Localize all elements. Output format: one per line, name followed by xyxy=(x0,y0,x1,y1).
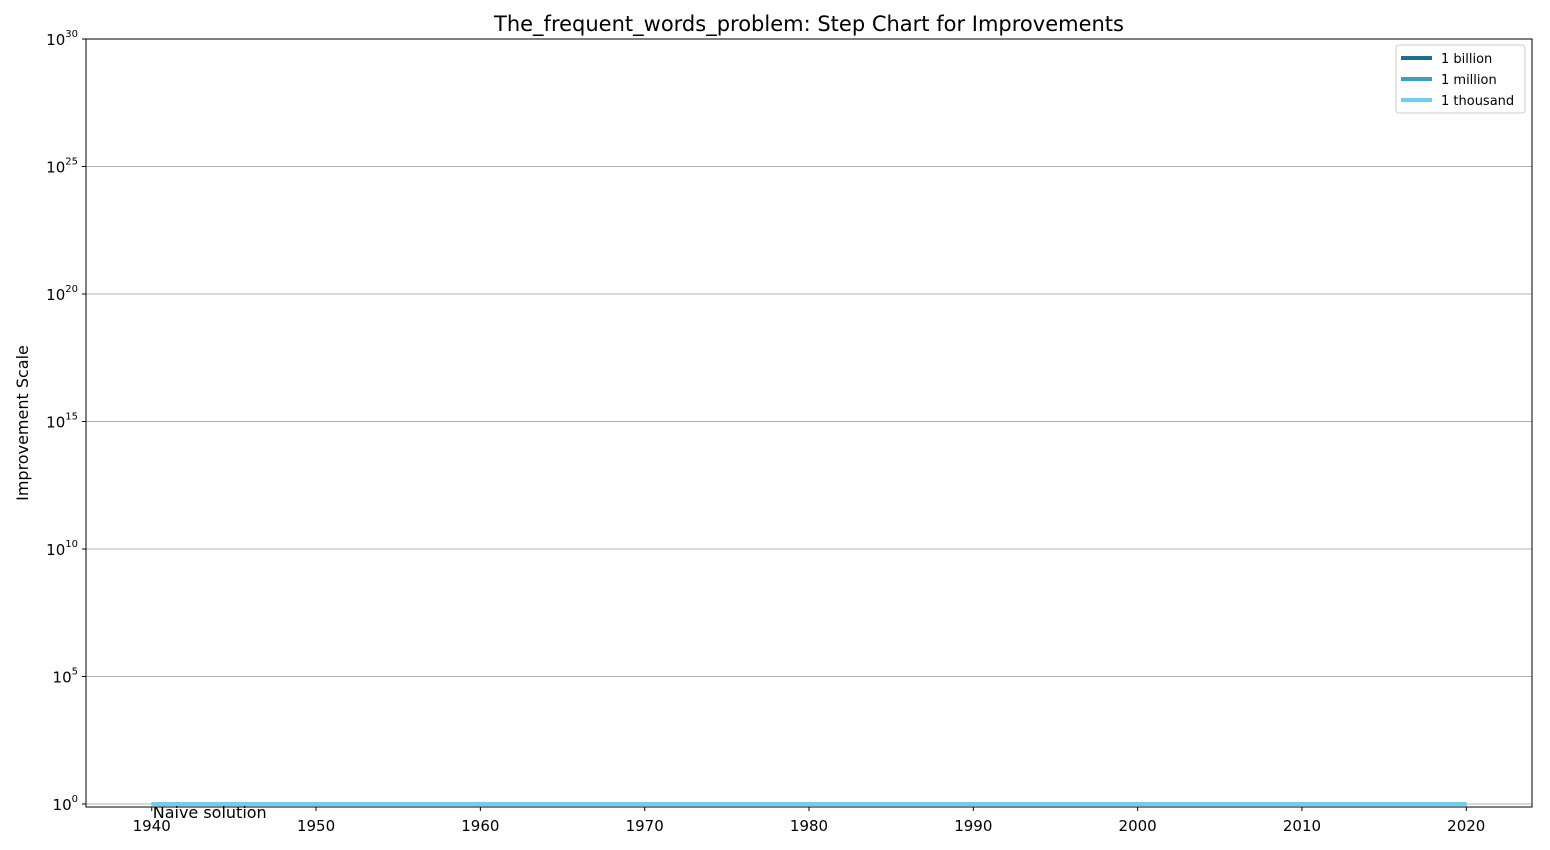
y-tick-label: 100 xyxy=(53,794,78,814)
y-tick-label: 1010 xyxy=(46,539,78,559)
x-tick-label: 1940 xyxy=(133,817,171,835)
x-tick-label: 2020 xyxy=(1447,817,1485,835)
x-tick-label: 1970 xyxy=(626,817,664,835)
legend-label: 1 million xyxy=(1441,73,1497,88)
x-tick-label: 1990 xyxy=(954,817,992,835)
annotation-label: Naive solution xyxy=(153,803,267,822)
y-tick-label: 1025 xyxy=(46,157,78,177)
legend-label: 1 thousand xyxy=(1441,94,1514,109)
legend: 1 billion 1 million 1 thousand xyxy=(1395,44,1526,114)
x-tick-label: 1980 xyxy=(790,817,828,835)
chart-title: The_frequent_words_problem: Step Chart f… xyxy=(493,12,1124,37)
annotations: Naive solution xyxy=(153,803,267,822)
grid-lines xyxy=(86,38,1532,805)
legend-label: 1 billion xyxy=(1441,52,1492,67)
y-tick-label: 1030 xyxy=(46,29,78,49)
plot-area-frame xyxy=(85,38,1533,808)
y-axis: 100 105 1010 1015 1020 1025 1030 xyxy=(46,29,86,814)
x-tick-label: 1950 xyxy=(297,817,335,835)
y-tick-label: 1015 xyxy=(46,412,78,432)
x-tick-label: 2010 xyxy=(1283,817,1321,835)
x-tick-label: 2000 xyxy=(1119,817,1157,835)
y-tick-label: 105 xyxy=(53,667,78,687)
x-tick-label: 1960 xyxy=(461,817,499,835)
x-axis: 1940 1950 1960 1970 1980 1990 2000 2010 2020 xyxy=(133,807,1485,835)
y-tick-label: 1020 xyxy=(46,284,78,304)
y-axis-label: Improvement Scale xyxy=(13,345,32,501)
legend-box xyxy=(1395,44,1526,114)
